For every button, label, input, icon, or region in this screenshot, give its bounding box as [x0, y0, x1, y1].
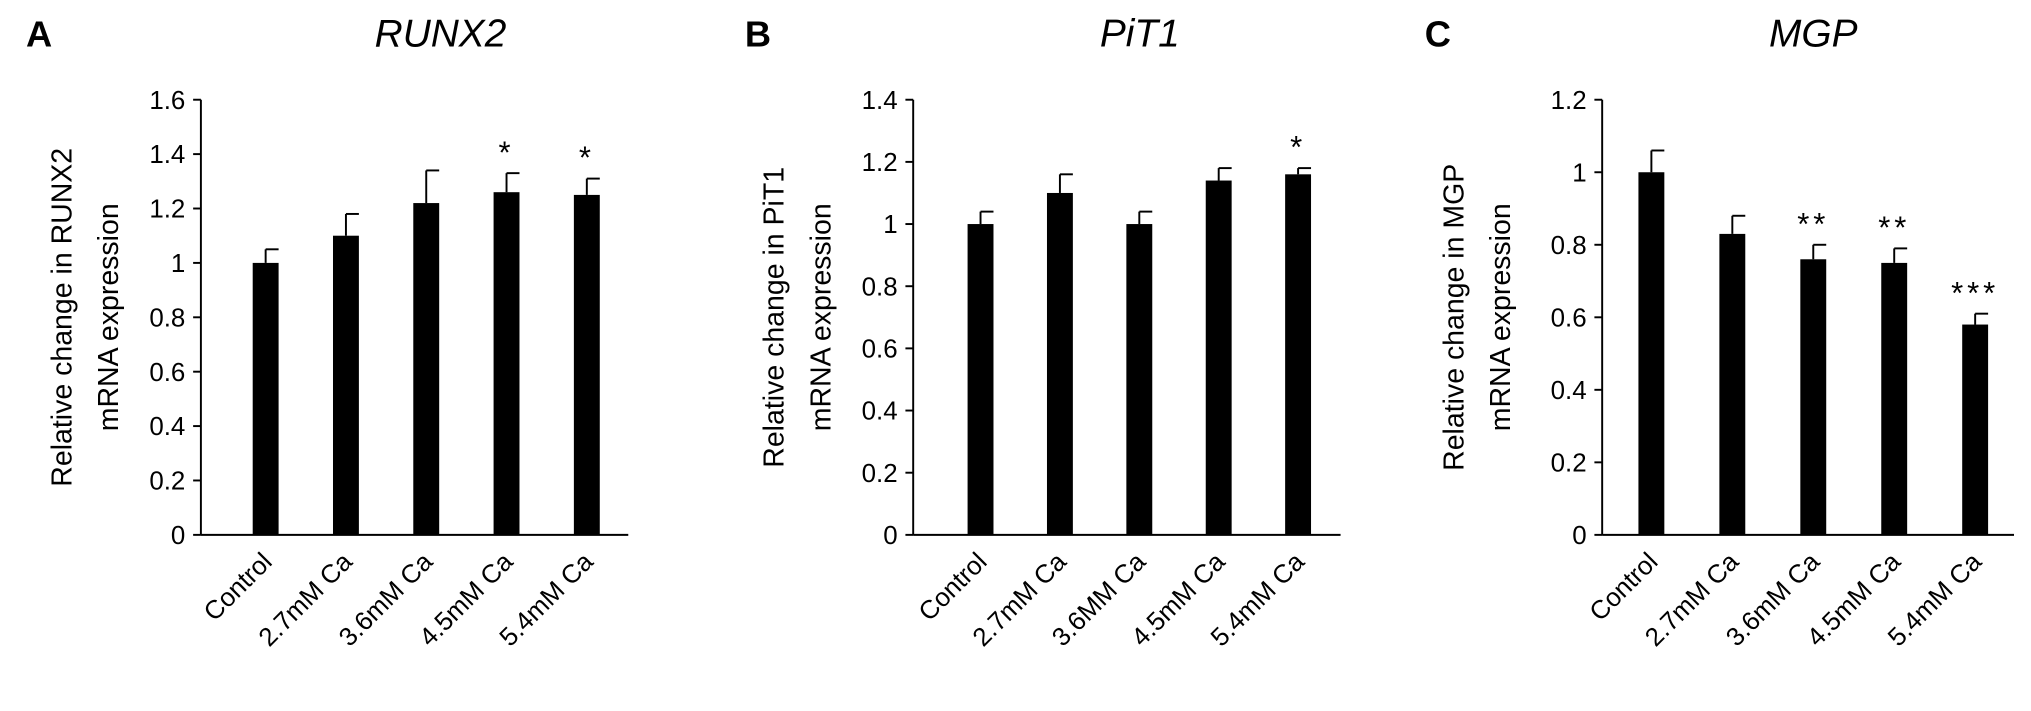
bar	[332, 235, 359, 535]
y-tick-label: 1	[1572, 159, 1586, 187]
y-tick-label: 0.2	[149, 468, 185, 496]
y-axis-label: Relative change in PiT1	[759, 167, 791, 468]
x-tick-label: Control	[914, 548, 993, 627]
x-tick-label: Control	[1585, 548, 1664, 627]
y-tick-label: 0.4	[149, 413, 185, 441]
panel-label: C	[1425, 14, 1451, 55]
bar	[573, 194, 600, 535]
y-tick-label: 1.2	[149, 196, 185, 224]
y-tick-label: 0	[171, 522, 185, 550]
significance: **	[1878, 210, 1910, 245]
bar	[1638, 172, 1665, 535]
y-axis-label: mRNA expression	[1485, 203, 1517, 431]
y-tick-label: 0.6	[149, 359, 185, 387]
bar	[967, 224, 994, 535]
bar	[1046, 192, 1073, 535]
bar	[413, 203, 440, 535]
x-tick-label: Control	[199, 548, 278, 627]
y-tick-label: 1.4	[149, 141, 185, 169]
significance: *	[499, 135, 515, 170]
significance: *	[1290, 130, 1306, 165]
bar	[252, 262, 279, 535]
chart-title: RUNX2	[375, 13, 507, 56]
y-axis-label: Relative change in MGP	[1439, 164, 1471, 471]
panel-label: A	[26, 14, 52, 55]
chart-title: PiT1	[1100, 13, 1180, 56]
y-tick-label: 0.2	[1551, 449, 1587, 477]
y-tick-label: 1.2	[1551, 87, 1587, 115]
y-tick-label: 1.6	[149, 87, 185, 115]
y-axis-label: mRNA expression	[93, 203, 125, 431]
y-tick-label: 0	[1572, 522, 1586, 550]
y-tick-label: 1	[883, 211, 897, 239]
significance: *	[579, 140, 595, 175]
y-axis-label: mRNA expression	[805, 203, 837, 431]
bar	[1800, 259, 1827, 535]
y-tick-label: 1.4	[862, 87, 898, 115]
bar	[1962, 324, 1989, 535]
panel-label: B	[745, 14, 771, 55]
y-tick-label: 0.6	[1551, 304, 1587, 332]
bar	[1205, 180, 1232, 535]
bar	[1285, 174, 1312, 535]
y-tick-label: 1.2	[862, 149, 898, 177]
y-tick-label: 0.4	[1551, 377, 1587, 405]
y-axis-label: Relative change in RUNX2	[46, 148, 78, 487]
y-tick-label: 1	[171, 250, 185, 278]
y-tick-label: 0.6	[862, 335, 898, 363]
significance: **	[1797, 206, 1829, 241]
bar	[1881, 262, 1908, 535]
y-tick-label: 0.8	[149, 304, 185, 332]
y-tick-label: 0.2	[862, 460, 898, 488]
bar	[1719, 233, 1746, 535]
y-tick-label: 0	[883, 522, 897, 550]
bar	[493, 192, 520, 535]
y-tick-label: 0.8	[862, 273, 898, 301]
bar	[1126, 224, 1153, 535]
significance: ***	[1951, 275, 1999, 310]
chart-title: MGP	[1769, 13, 1858, 56]
y-tick-label: 0.8	[1551, 232, 1587, 260]
y-tick-label: 0.4	[862, 398, 898, 426]
